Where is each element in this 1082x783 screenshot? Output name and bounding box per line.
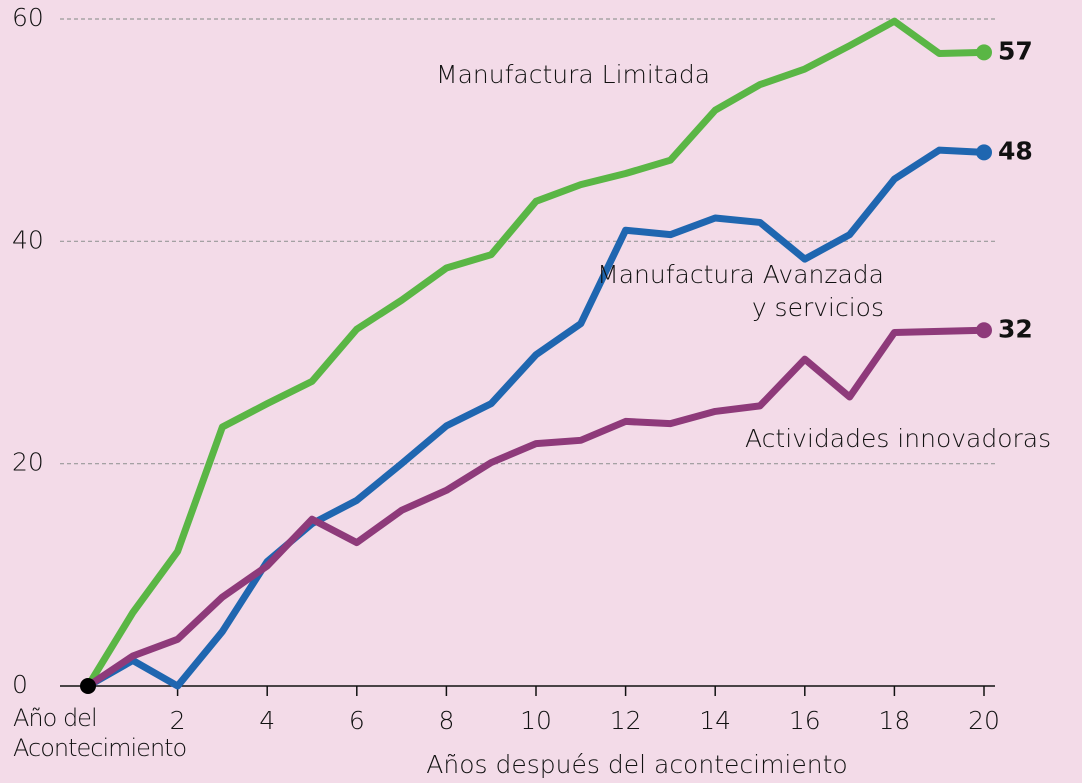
- end-point: [976, 322, 992, 339]
- end-point: [976, 44, 992, 61]
- x-tick-label: 12: [610, 706, 642, 735]
- value-label: 48: [998, 136, 1033, 165]
- end-point: [976, 144, 992, 161]
- x-tick-label: 18: [878, 706, 910, 735]
- series-label: Manufactura Limitada: [436, 60, 711, 89]
- x-tick-label: 14: [699, 706, 731, 735]
- series-label: Actividades innovadoras: [745, 424, 1052, 453]
- y-tick-label: 20: [12, 448, 44, 477]
- y-tick-label: 40: [12, 225, 44, 254]
- x-tick-label: Año del Acontecimiento: [13, 704, 187, 762]
- x-tick-label: 10: [520, 706, 552, 735]
- x-tick-label: 4: [259, 706, 275, 735]
- x-tick-label: 16: [789, 706, 821, 735]
- x-axis-title: Años después del acontecimiento: [426, 750, 847, 779]
- y-tick-label: 0: [12, 670, 28, 699]
- series-line: [85, 17, 985, 688]
- x-tick-label: 6: [349, 706, 365, 735]
- origin-point: [80, 678, 96, 694]
- x-tick-label: 2: [170, 706, 186, 735]
- x-tick-label: 8: [438, 706, 454, 735]
- x-tick-label: 20: [968, 706, 1000, 735]
- series-line: [86, 326, 985, 689]
- series-line: [86, 146, 985, 690]
- series-label: Manufactura Avanzada y servicios: [597, 260, 884, 322]
- value-label: 32: [998, 314, 1033, 343]
- value-label: 57: [998, 36, 1033, 65]
- y-tick-label: 60: [12, 3, 44, 32]
